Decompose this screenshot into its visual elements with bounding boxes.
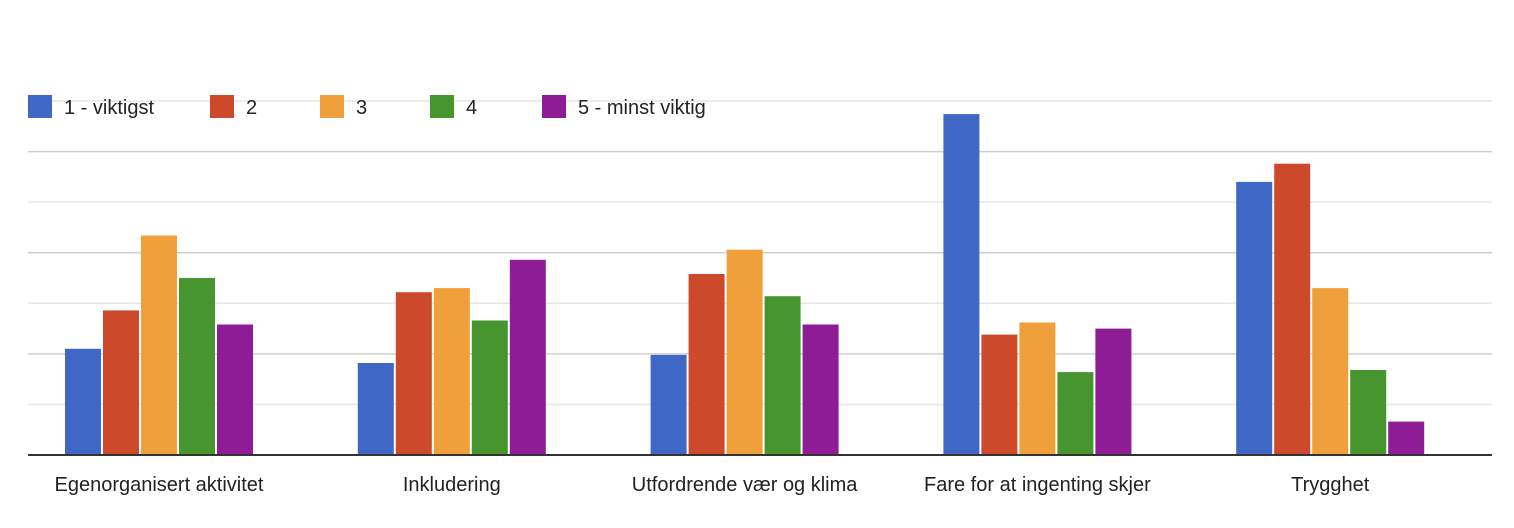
bar: [981, 334, 1018, 455]
bar: [650, 354, 687, 455]
category-label: Utfordrende vær og klima: [632, 474, 859, 496]
legend-swatch: [28, 95, 52, 118]
bar: [509, 259, 546, 455]
bar: [1388, 421, 1425, 455]
bar: [65, 348, 101, 455]
bar: [357, 363, 394, 455]
legend-swatch: [210, 95, 234, 118]
bar: [103, 310, 139, 455]
bar: [726, 249, 763, 455]
legend-label: 4: [466, 97, 477, 119]
legend-label: 5 - minst viktig: [578, 97, 706, 119]
bars: [65, 114, 1425, 455]
bar: [1236, 181, 1273, 455]
bar: [1350, 370, 1387, 455]
bar: [943, 114, 980, 455]
category-label: Inkludering: [403, 474, 501, 496]
category-label: Fare for at ingenting skjer: [924, 474, 1151, 496]
legend: 1 - viktigst 2 3 4 5 - minst viktig: [28, 95, 706, 119]
bar: [1095, 328, 1132, 455]
category-labels: Egenorganisert aktivitet Inkludering Utfor…: [54, 474, 1369, 496]
legend-label: 3: [356, 97, 367, 119]
legend-swatch: [320, 95, 344, 118]
bar: [1057, 372, 1094, 455]
bar: [141, 235, 177, 455]
category-label: Egenorganisert aktivitet: [54, 474, 263, 496]
category-label: Trygghet: [1291, 474, 1370, 496]
bar: [433, 288, 470, 455]
bar: [802, 324, 839, 455]
bar: [471, 320, 508, 455]
bar: [217, 324, 253, 455]
legend-swatch: [430, 95, 454, 118]
bar: [1019, 322, 1056, 455]
legend-swatch: [542, 95, 566, 118]
bar: [179, 278, 215, 455]
bar: [1312, 288, 1349, 455]
legend-label: 1 - viktigst: [64, 97, 154, 119]
bar: [688, 274, 725, 455]
legend-label: 2: [246, 97, 257, 119]
bar: [764, 296, 801, 455]
bar: [395, 292, 432, 455]
bar: [1274, 163, 1311, 455]
